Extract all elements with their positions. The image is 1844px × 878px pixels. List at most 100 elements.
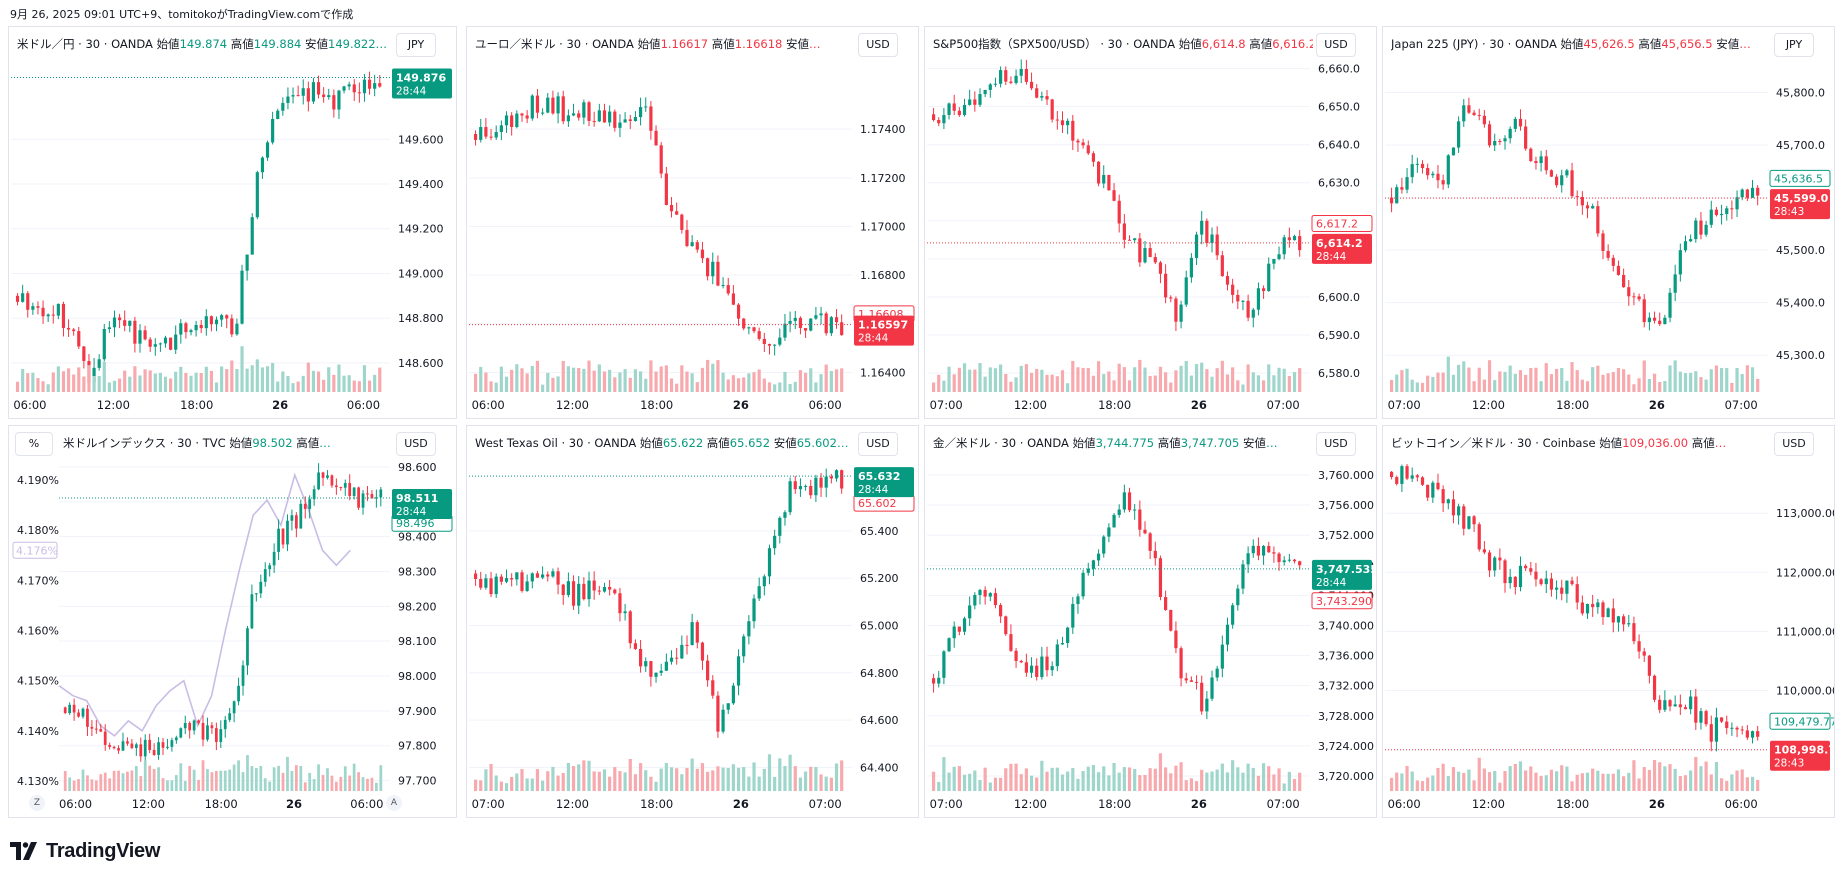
candle xyxy=(1436,165,1440,189)
chart-panel-btcusd[interactable]: 113,000.00 112,000.00 111,000.00 110,000.00… xyxy=(1382,425,1835,818)
volume-bar xyxy=(664,762,668,791)
volume-bar xyxy=(107,382,111,392)
volume-bar xyxy=(232,764,236,791)
percent-scale-button[interactable]: % xyxy=(15,432,53,456)
volume-bar xyxy=(97,375,101,392)
volume-bar xyxy=(199,372,203,392)
currency-button[interactable]: JPY xyxy=(396,33,436,57)
chart-panel-usdjpy[interactable]: 149.600 149.400 149.200 149.000 148.800 148.6… xyxy=(8,26,457,419)
volume-bar xyxy=(46,384,50,392)
volume-bar xyxy=(1019,365,1023,392)
x-tick-label: 26 xyxy=(733,797,749,811)
volume-bar xyxy=(148,765,152,791)
volume-bar xyxy=(347,375,351,392)
volume-bar xyxy=(947,772,951,791)
volume-bar xyxy=(978,780,982,791)
volume-bar xyxy=(1200,362,1204,392)
volume-bar xyxy=(515,773,519,791)
currency-button[interactable]: USD xyxy=(1316,432,1356,456)
z-button[interactable]: Z xyxy=(29,795,45,811)
candle xyxy=(1055,639,1059,672)
volume-bar xyxy=(721,372,725,392)
volume-bar xyxy=(1277,768,1281,791)
x-tick-label: 26 xyxy=(272,398,288,412)
volume-bar xyxy=(582,760,586,791)
chart-panel-dxy[interactable]: 98.60098.50098.40098.30098.20098.10098.0… xyxy=(8,425,457,818)
candle xyxy=(311,77,316,104)
y-tick-label: 97.800 xyxy=(398,740,437,753)
candle xyxy=(1518,556,1523,592)
currency-button[interactable]: USD xyxy=(396,432,436,456)
volume-bar xyxy=(68,777,72,791)
candle xyxy=(530,94,534,121)
currency-button[interactable]: USD xyxy=(1774,432,1814,456)
volume-bar xyxy=(1725,780,1729,791)
volume-bar xyxy=(1689,770,1693,791)
volume-bar xyxy=(209,370,213,392)
volume-bar xyxy=(1179,762,1183,791)
volume-bar xyxy=(326,768,329,791)
candle xyxy=(829,315,833,337)
countdown-label: 28:44 xyxy=(858,484,889,496)
candle xyxy=(654,672,658,683)
chart-panel-spx500[interactable]: 6,660.06,650.06,640.06,630.06,620.06,610… xyxy=(924,26,1377,419)
chart-legend: 金／米ドル · 30 · OANDA 始値3,744.775 高値3,747.7… xyxy=(933,435,1277,451)
x-tick-label: 12:00 xyxy=(1014,797,1047,811)
candle xyxy=(608,579,612,596)
chart-panel-japan225[interactable]: 45,800.045,700.045,600.045,500.045,400.0… xyxy=(1382,26,1835,419)
candle xyxy=(72,327,76,336)
candle xyxy=(1225,617,1230,652)
candle xyxy=(1267,541,1271,553)
candle xyxy=(947,102,951,120)
volume-bar xyxy=(219,770,223,791)
volume-bar xyxy=(367,380,372,392)
candle xyxy=(1220,635,1224,678)
volume-bar xyxy=(1143,774,1147,791)
volume-bar xyxy=(608,776,612,791)
legend-symbol: West Texas Oil · 30 · OANDA xyxy=(475,436,637,450)
volume-bar xyxy=(597,364,601,392)
candle xyxy=(1024,653,1028,677)
x-tick-label: 06:00 xyxy=(809,398,842,412)
volume-bar xyxy=(1740,374,1744,392)
currency-button[interactable]: USD xyxy=(1316,33,1356,57)
volume-bar xyxy=(711,770,715,791)
y-tick-label: 1.16800 xyxy=(860,269,906,282)
y-tick-label: 64.400 xyxy=(860,761,899,774)
volume-bar xyxy=(983,376,987,392)
chart-panel-wti[interactable]: 65.400 65.200 65.000 64.800 64.600 64.400 07:0… xyxy=(466,425,919,818)
chart-panel-xauusd[interactable]: 3,760.0003,756.0003,752.0003,748.0003,74… xyxy=(924,425,1377,818)
candle xyxy=(1570,576,1574,586)
candle xyxy=(952,621,956,648)
volume-bar xyxy=(716,360,720,392)
currency-button[interactable]: JPY xyxy=(1774,33,1814,57)
candle xyxy=(138,324,142,353)
candle xyxy=(183,715,187,735)
volume-bar xyxy=(1493,380,1497,392)
chart-panel-eurusd[interactable]: 1.174001.172001.170001.168001.166001.164… xyxy=(466,26,919,419)
candle xyxy=(1467,97,1471,114)
auto-scale-button[interactable]: A xyxy=(386,795,402,811)
y-tick-label: 3,736.000 xyxy=(1318,650,1374,663)
currency-button[interactable]: USD xyxy=(858,33,898,57)
legend-h-label: 高値 xyxy=(1249,37,1273,51)
candle xyxy=(566,572,570,598)
volume-bar xyxy=(649,776,653,791)
tradingview-logo[interactable]: TradingView xyxy=(10,838,160,864)
candle xyxy=(520,112,524,122)
candle xyxy=(1184,672,1188,684)
candle xyxy=(1508,126,1512,144)
last-price-label: 65.632 xyxy=(858,470,900,483)
volume-bar xyxy=(824,776,828,791)
volume-bar xyxy=(1756,779,1760,791)
candle xyxy=(337,89,341,119)
x-tick-label: 12:00 xyxy=(1472,398,1505,412)
candle xyxy=(1122,214,1126,249)
ref-price-box xyxy=(1311,592,1373,610)
candle xyxy=(504,111,509,133)
candle xyxy=(1138,232,1142,267)
currency-button[interactable]: USD xyxy=(858,432,898,456)
candle xyxy=(343,479,347,496)
candle xyxy=(726,277,730,296)
candle xyxy=(983,586,987,605)
